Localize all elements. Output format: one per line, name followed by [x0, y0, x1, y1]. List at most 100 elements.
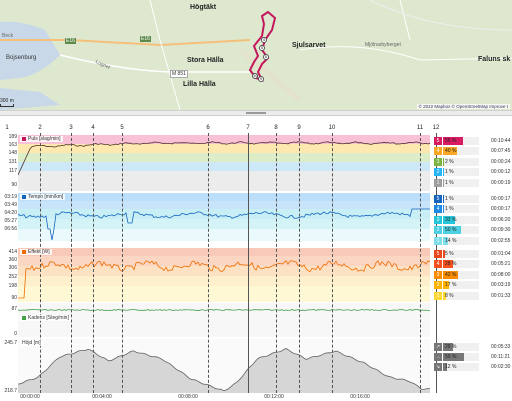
zone-percent-bar: 14 % [443, 236, 479, 245]
panel-title-text: Tempo [min/km] [28, 194, 64, 200]
zone-number-badge: 4 [434, 205, 442, 213]
lap-label[interactable]: 8 [274, 125, 278, 131]
altitude-zone-row[interactable]: ↗ 29 % 00:05:33 [434, 342, 512, 351]
lap-label[interactable]: 4 [91, 125, 95, 131]
power-zone-row[interactable]: 4 28 % 00:05:21 [434, 260, 512, 269]
pace-line-svg [18, 208, 430, 241]
lap-label[interactable]: 1 [5, 125, 9, 131]
power-chart[interactable]: Effekt [W] [18, 248, 430, 302]
drag-handle-icon[interactable] [246, 112, 266, 114]
pace-zone-row[interactable]: 3 33 % 00:06:20 [434, 215, 512, 224]
y-tick-label: 189 [8, 134, 17, 140]
lap-divider [248, 133, 249, 393]
lap-label[interactable]: 5 [120, 125, 124, 131]
zone-time-label: 00:02:30 [491, 363, 511, 370]
map-attribution[interactable]: © 2022 Mapbox © OpenStreetMap Improve t [416, 104, 510, 109]
place-label: Stora Hälla [187, 57, 224, 64]
lap-label[interactable]: 3 [69, 125, 73, 131]
place-label: Högtäkt [190, 4, 217, 11]
zone-percent-label: 1 % [445, 206, 454, 212]
lap-label[interactable]: 6 [206, 125, 210, 131]
zone-percent-bar: 1 % [443, 194, 479, 203]
lap-divider [71, 133, 72, 393]
zone-time-label: 00:03:19 [491, 282, 511, 288]
lap-divider [299, 133, 300, 393]
y-tick-label: 148 [8, 150, 17, 156]
zone-percent-fill [443, 249, 445, 258]
altitude-series [18, 348, 430, 392]
zone-number-badge: 2 [434, 226, 442, 234]
pulse-zone-row[interactable]: 4 40 % 00:07:45 [434, 147, 512, 156]
lap-label[interactable]: 11 [416, 125, 424, 131]
power-zone-row[interactable]: 2 17 % 00:03:19 [434, 281, 512, 290]
y-tick-label: 218.7 [4, 388, 17, 394]
zone-percent-fill [443, 147, 458, 155]
cadence-chart[interactable]: Kadens [Steg/min] [18, 303, 430, 337]
lap-label[interactable]: 9 [297, 125, 301, 131]
zone-time-label: 00:09:30 [491, 227, 511, 233]
altitude-chart[interactable]: Höjd [m] [18, 339, 430, 393]
altitude-zone-row[interactable]: ↘ 12 % 00:02:30 [434, 362, 512, 371]
uphill-icon: ↗ [434, 342, 442, 351]
lake-shape-south [0, 88, 60, 110]
zone-percent-fill [443, 136, 463, 145]
zone-percent-label: 12 % [445, 363, 457, 370]
route-lap-marker[interactable]: 10 [252, 73, 258, 79]
zone-percent-label: 40 % [445, 148, 457, 154]
pace-zone-row[interactable]: 2 50 % 00:09:30 [434, 226, 512, 235]
y-tick-label: 131 [8, 159, 17, 165]
zone-percent-bar: 8 % [443, 291, 479, 300]
route-lap-marker[interactable]: 9 [258, 76, 264, 82]
pulse-chart[interactable]: Puls [slag/min] [18, 135, 430, 191]
zone-percent-bar: 5 % [443, 249, 479, 258]
panel-title-text: Höjd [m] [22, 340, 41, 346]
zone-percent-bar: 1 % [443, 178, 479, 187]
panel-title-text: Effekt [W] [28, 249, 50, 255]
place-label: Beck [2, 33, 14, 39]
series-color-icon [22, 194, 26, 199]
lap-label[interactable]: 2 [38, 125, 42, 131]
zone-percent-fill [443, 226, 461, 234]
lap-label[interactable]: 7 [246, 125, 250, 131]
pulse-zone-row[interactable]: 5 55 % 00:10:44 [434, 136, 512, 145]
zone-percent-bar: 33 % [443, 215, 479, 224]
pulse-line-svg [18, 141, 430, 176]
altitude-zone-row[interactable]: → 59 % 00:11:21 [434, 352, 512, 361]
pace-chart[interactable]: Tempo [min/km] [18, 193, 430, 241]
lap-divider [40, 133, 41, 393]
zone-time-label: 00:00:12 [491, 169, 511, 175]
zone-number-badge: 4 [434, 260, 442, 268]
place-label: Mjölnarbyberget [365, 42, 401, 48]
road-shield: M 851 [170, 70, 188, 78]
zone-percent-label: 50 % [445, 227, 457, 233]
zone-time-label: 00:00:17 [491, 206, 511, 212]
place-label: Lilla Hälla [183, 81, 216, 88]
power-line-svg [18, 260, 430, 299]
scale-label: 300 m [0, 98, 14, 104]
pace-zone-row[interactable]: 1 14 % 00:02:55 [434, 236, 512, 245]
pace-title: Tempo [min/km] [20, 194, 66, 200]
zone-percent-label: 1 % [445, 179, 454, 186]
place-label: Faluns sk [478, 56, 511, 63]
route-map[interactable]: Högtäkt Stora Hälla Sjulsarvet Lilla Häl… [0, 0, 512, 110]
power-zone-row[interactable]: 3 42 % 00:08:00 [434, 270, 512, 279]
route-lap-marker[interactable]: 6 [263, 54, 269, 60]
panel-splitter[interactable] [0, 110, 512, 116]
lap-label[interactable]: 12 [432, 125, 440, 131]
lap-divider [420, 133, 421, 393]
lap-divider [276, 133, 277, 393]
pulse-title: Puls [slag/min] [20, 136, 63, 142]
y-tick-label: 04:20 [4, 210, 17, 216]
pace-series [18, 208, 430, 241]
route-lap-marker[interactable]: 4 [261, 37, 267, 43]
route-lap-marker[interactable]: 5 [259, 45, 265, 51]
lap-label[interactable]: 10 [328, 125, 336, 131]
